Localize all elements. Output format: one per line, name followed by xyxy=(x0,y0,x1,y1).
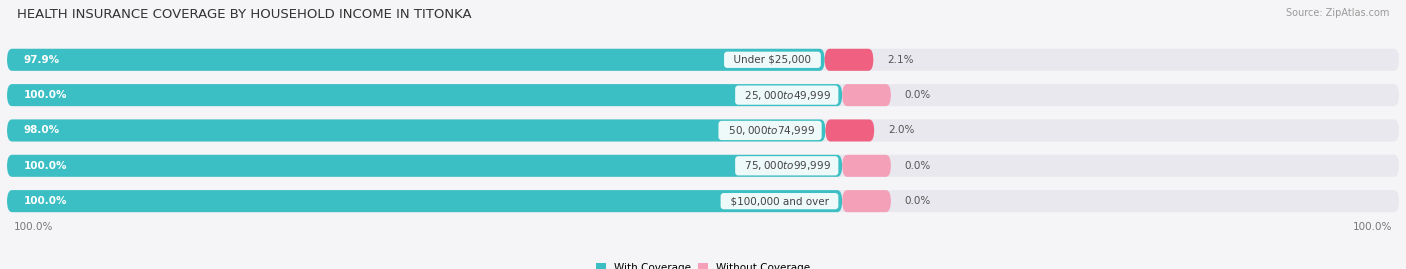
Text: 0.0%: 0.0% xyxy=(905,90,931,100)
Text: 100.0%: 100.0% xyxy=(24,161,67,171)
Text: $75,000 to $99,999: $75,000 to $99,999 xyxy=(738,159,835,172)
Legend: With Coverage, Without Coverage: With Coverage, Without Coverage xyxy=(596,263,810,269)
Text: 100.0%: 100.0% xyxy=(24,90,67,100)
Text: $25,000 to $49,999: $25,000 to $49,999 xyxy=(738,89,835,102)
Text: $100,000 and over: $100,000 and over xyxy=(724,196,835,206)
FancyBboxPatch shape xyxy=(7,190,842,212)
FancyBboxPatch shape xyxy=(7,119,1399,141)
FancyBboxPatch shape xyxy=(7,84,842,106)
FancyBboxPatch shape xyxy=(7,49,1399,71)
FancyBboxPatch shape xyxy=(7,155,842,177)
FancyBboxPatch shape xyxy=(7,84,1399,106)
FancyBboxPatch shape xyxy=(825,49,873,71)
FancyBboxPatch shape xyxy=(842,190,891,212)
FancyBboxPatch shape xyxy=(842,84,891,106)
Text: 2.1%: 2.1% xyxy=(887,55,914,65)
Text: 0.0%: 0.0% xyxy=(905,161,931,171)
Text: 97.9%: 97.9% xyxy=(24,55,60,65)
FancyBboxPatch shape xyxy=(7,119,825,141)
Text: $50,000 to $74,999: $50,000 to $74,999 xyxy=(721,124,818,137)
Text: Source: ZipAtlas.com: Source: ZipAtlas.com xyxy=(1285,8,1389,18)
Text: 98.0%: 98.0% xyxy=(24,125,60,136)
FancyBboxPatch shape xyxy=(825,119,875,141)
Text: 100.0%: 100.0% xyxy=(24,196,67,206)
Text: 0.0%: 0.0% xyxy=(905,196,931,206)
Text: 2.0%: 2.0% xyxy=(889,125,914,136)
FancyBboxPatch shape xyxy=(7,190,1399,212)
FancyBboxPatch shape xyxy=(7,49,825,71)
FancyBboxPatch shape xyxy=(842,155,891,177)
FancyBboxPatch shape xyxy=(7,155,1399,177)
Text: Under $25,000: Under $25,000 xyxy=(727,55,818,65)
Text: 100.0%: 100.0% xyxy=(14,222,53,232)
Text: HEALTH INSURANCE COVERAGE BY HOUSEHOLD INCOME IN TITONKA: HEALTH INSURANCE COVERAGE BY HOUSEHOLD I… xyxy=(17,8,471,21)
Text: 100.0%: 100.0% xyxy=(1353,222,1392,232)
